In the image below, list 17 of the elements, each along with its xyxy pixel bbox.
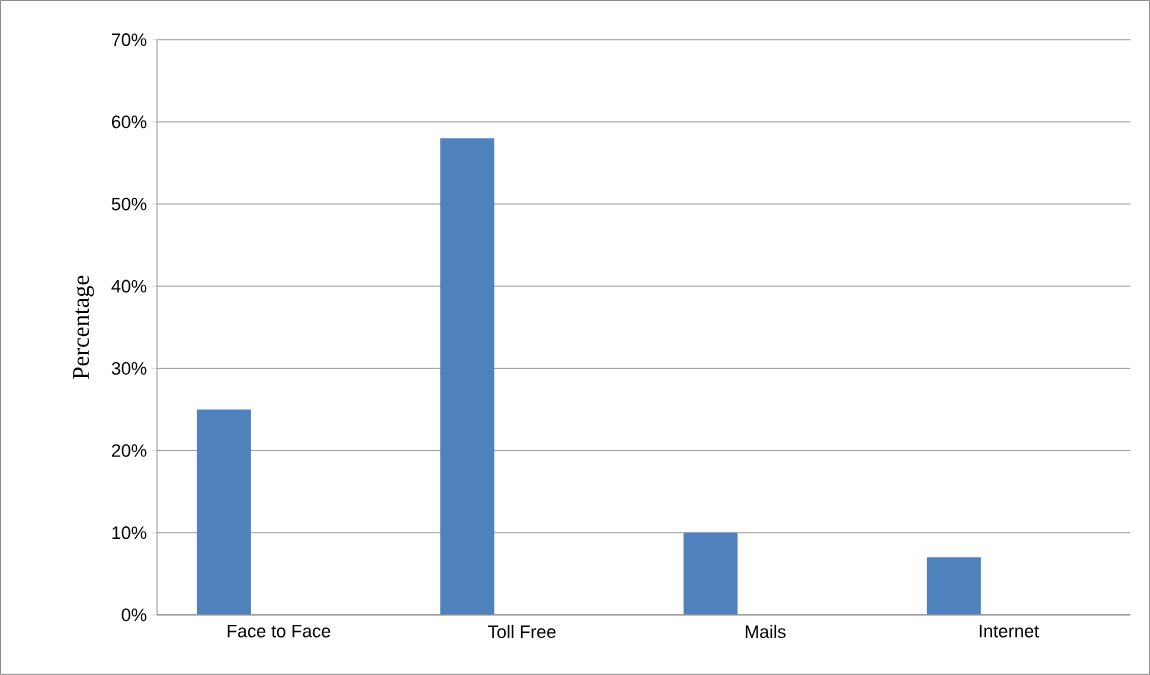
bar [440,138,495,615]
y-tick-label: 50% [111,197,147,211]
x-tick-label: Mails [745,624,786,639]
x-tick-label: Toll Free [488,624,556,639]
y-tick-label: 0% [121,608,147,622]
bar [196,409,251,615]
y-tick-label: 70% [112,33,147,47]
y-tick-label: 40% [111,279,147,293]
y-axis-title: Percentage [73,275,94,380]
x-tick-label: Internet [979,624,1039,638]
bar [683,532,738,615]
y-tick-label: 20% [111,444,147,457]
y-tick-label: 60% [112,115,147,129]
bar [926,557,981,615]
y-tick-label: 30% [111,362,147,375]
y-tick-label: 10% [112,526,147,540]
x-tick-label: Face to Face [227,624,331,638]
